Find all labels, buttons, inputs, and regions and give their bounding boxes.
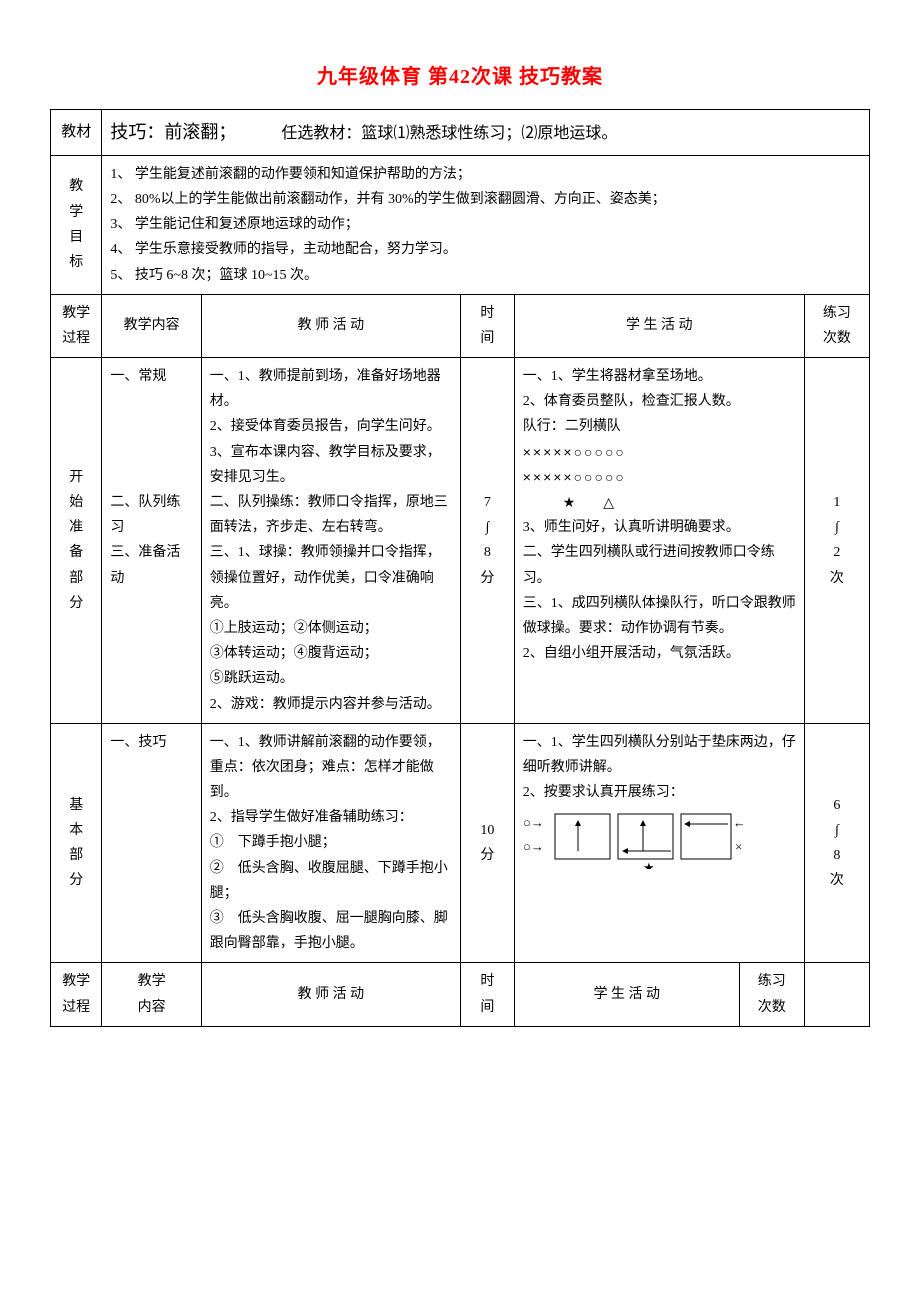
sc-2: 二、队列练习 xyxy=(110,490,192,540)
basic-time: 10分 xyxy=(461,723,515,963)
bs-2: 2、按要求认真开展练习： xyxy=(523,780,796,805)
basic-teacher: 一、1、教师讲解前滚翻的动作要领，重点：依次团身；难点：怎样才能做到。 2、指导… xyxy=(201,723,460,963)
start-teacher: 一、1、教师提前到场，准备好场地器材。 2、接受体育委员报告，向学生问好。 3、… xyxy=(201,358,460,724)
ss-2: 2、体育委员整队，检查汇报人数。 xyxy=(523,389,796,414)
ss-10: 2、自组小组开展活动，气氛活跃。 xyxy=(523,641,796,666)
bhdr-reps: 练习次数 xyxy=(739,963,804,1026)
label-text: 教材 xyxy=(59,119,93,146)
st-4: 二、队列操练：教师口令指挥，原地三面转法，齐步走、左右转弯。 xyxy=(210,490,452,540)
bt-2: 2、指导学生做好准备辅助练习： xyxy=(210,805,452,830)
title-num: 42 xyxy=(449,66,471,88)
bhdr-time: 时间 xyxy=(461,963,515,1026)
bt-1: 一、1、教师讲解前滚翻的动作要领，重点：依次团身；难点：怎样才能做到。 xyxy=(210,730,452,806)
title-prefix: 九年级体育 第 xyxy=(317,66,449,88)
bhdr-process: 教学过程 xyxy=(51,963,102,1026)
hdr-content: 教学内容 xyxy=(102,294,201,357)
start-label: 开始准备部分 xyxy=(51,358,102,724)
ss-5: ×××××○○○○○ xyxy=(523,465,796,490)
st-7: ③体转运动；④腹背运动； xyxy=(210,641,452,666)
start-row: 开始准备部分 一、常规 二、队列练习 三、准备活动 一、1、教师提前到场，准备好… xyxy=(51,358,870,724)
start-content: 一、常规 二、队列练习 三、准备活动 xyxy=(102,358,201,724)
st-8: ⑤跳跃运动。 xyxy=(210,666,452,691)
svg-text:←×: ←× xyxy=(733,815,743,830)
ss-6: ★ △ xyxy=(523,490,796,515)
st-3: 3、宣布本课内容、教学目标及要求，安排见习生。 xyxy=(210,440,452,490)
subject-content: 技巧：前滚翻； 任选教材：篮球⑴熟悉球性练习；⑵原地运球。 xyxy=(102,110,870,156)
st-2: 2、接受体育委员报告，向学生问好。 xyxy=(210,414,452,439)
bs-1: 一、1、学生四列横队分别站于垫床两边，仔细听教师讲解。 xyxy=(523,730,796,780)
basic-reps: 6∫8次 xyxy=(804,723,869,963)
basic-student: 一、1、学生四列横队分别站于垫床两边，仔细听教师讲解。 2、按要求认真开展练习：… xyxy=(514,723,804,963)
ss-9: 三、1、成四列横队体操队行，听口令跟教师做球操。要求：动作协调有节奏。 xyxy=(523,591,796,641)
start-student: 一、1、学生将器材拿至场地。 2、体育委员整队，检查汇报人数。 队行：二列横队 … xyxy=(514,358,804,724)
basic-row: 基本部分 一、技巧 一、1、教师讲解前滚翻的动作要领，重点：依次团身；难点：怎样… xyxy=(51,723,870,963)
page-title: 九年级体育 第42次课 技巧教案 xyxy=(50,60,870,89)
ss-7: 3、师生问好，认真听讲明确要求。 xyxy=(523,515,796,540)
goals-label: 教学目标 xyxy=(51,155,102,294)
bhdr-student: 学 生 活 动 xyxy=(514,963,739,1026)
svg-text:○→: ○→ xyxy=(523,815,544,830)
svg-text:★: ★ xyxy=(643,860,655,869)
sc-1: 一、常规 xyxy=(110,364,192,389)
goal-1: 1、 学生能复述前滚翻的动作要领和知道保护帮助的方法； xyxy=(110,162,861,187)
st-9: 2、游戏：教师提示内容并参与活动。 xyxy=(210,692,452,717)
hdr-student: 学 生 活 动 xyxy=(514,294,804,357)
subject-row: 教材 技巧：前滚翻； 任选教材：篮球⑴熟悉球性练习；⑵原地运球。 xyxy=(51,110,870,156)
hdr-time: 时间 xyxy=(461,294,515,357)
bt-3: ① 下蹲手抱小腿； xyxy=(210,830,452,855)
bhdr-content: 教学内容 xyxy=(102,963,201,1026)
hdr-teacher: 教 师 活 动 xyxy=(201,294,460,357)
goals-row: 教学目标 1、 学生能复述前滚翻的动作要领和知道保护帮助的方法； 2、 80%以… xyxy=(51,155,870,294)
st-6: ①上肢运动；②体侧运动； xyxy=(210,616,452,641)
svg-text:○→: ○→ xyxy=(523,839,544,854)
hdr-reps: 练习次数 xyxy=(804,294,869,357)
formation-diagram: ○→ ○→ ★ ←× × xyxy=(523,809,743,869)
header-row: 教学过程 教学内容 教 师 活 动 时间 学 生 活 动 练习次数 xyxy=(51,294,870,357)
st-5: 三、1、球操：教师领操并口令指挥，领操位置好，动作优美，口令准确响亮。 xyxy=(210,540,452,616)
start-reps: 1∫2次 xyxy=(804,358,869,724)
subject-1: 技巧：前滚翻； xyxy=(110,122,236,142)
lesson-plan-table: 教材 技巧：前滚翻； 任选教材：篮球⑴熟悉球性练习；⑵原地运球。 教学目标 1、… xyxy=(50,109,870,1027)
goal-5: 5、 技巧 6~8 次；篮球 10~15 次。 xyxy=(110,263,861,288)
ss-3: 队行：二列横队 xyxy=(523,414,796,439)
goal-3: 3、 学生能记住和复述原地运球的动作； xyxy=(110,212,861,237)
bhdr-empty xyxy=(804,963,869,1026)
sc-3: 三、准备活动 xyxy=(110,540,192,590)
title-suffix: 次课 技巧教案 xyxy=(471,66,603,88)
ss-4: ×××××○○○○○ xyxy=(523,440,796,465)
goal-2: 2、 80%以上的学生能做出前滚翻动作，并有 30%的学生做到滚翻圆滑、方向正、… xyxy=(110,187,861,212)
hdr-process: 教学过程 xyxy=(51,294,102,357)
subject-2: 任选教材：篮球⑴熟悉球性练习；⑵原地运球。 xyxy=(281,125,617,142)
ss-1: 一、1、学生将器材拿至场地。 xyxy=(523,364,796,389)
ss-8: 二、学生四列横队或行进间按教师口令练习。 xyxy=(523,540,796,590)
basic-content: 一、技巧 xyxy=(102,723,201,963)
basic-label: 基本部分 xyxy=(51,723,102,963)
goals-content: 1、 学生能复述前滚翻的动作要领和知道保护帮助的方法； 2、 80%以上的学生能… xyxy=(102,155,870,294)
start-time: 7∫8分 xyxy=(461,358,515,724)
bhdr-teacher: 教 师 活 动 xyxy=(201,963,460,1026)
bt-5: ③ 低头含胸收腹、屈一腿胸向膝、脚跟向臀部靠，手抱小腿。 xyxy=(210,906,452,956)
bottom-header-row: 教学过程 教学内容 教 师 活 动 时间 学 生 活 动 练习次数 xyxy=(51,963,870,1026)
bt-4: ② 低头含胸、收腹屈腿、下蹲手抱小腿； xyxy=(210,856,452,906)
goal-4: 4、 学生乐意接受教师的指导，主动地配合，努力学习。 xyxy=(110,237,861,262)
st-1: 一、1、教师提前到场，准备好场地器材。 xyxy=(210,364,452,414)
svg-text:×: × xyxy=(735,839,742,854)
subject-label: 教材 xyxy=(51,110,102,156)
